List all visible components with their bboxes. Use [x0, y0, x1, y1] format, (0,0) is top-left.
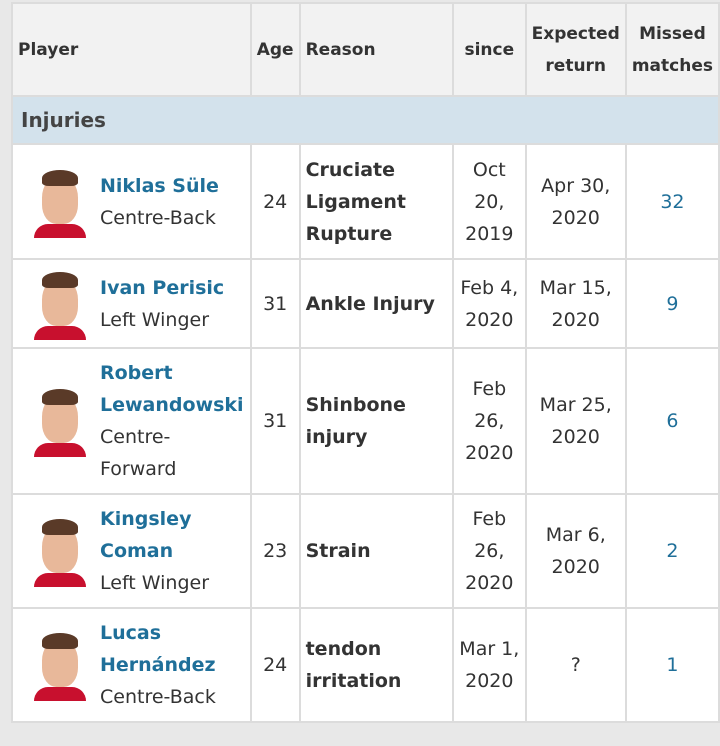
header-missed-matches[interactable]: Missed matches — [624, 2, 720, 97]
expected-return-cell: Mar 15, 2020 — [524, 258, 627, 349]
missed-matches-link[interactable]: 2 — [624, 493, 720, 609]
player-position: Left Winger — [100, 308, 210, 331]
table-row: Ivan Perisic Left Winger 31 Ankle Injury … — [11, 258, 720, 349]
player-photo — [34, 166, 86, 238]
missed-matches-link[interactable]: 6 — [624, 347, 720, 495]
reason-cell: Ankle Injury — [298, 258, 454, 349]
player-name-link[interactable]: Ivan Perisic — [100, 276, 225, 299]
player-position: Centre-Back — [100, 206, 216, 229]
player-photo — [34, 629, 86, 701]
expected-return-cell: ? — [524, 607, 627, 723]
since-cell: Mar 1, 2020 — [451, 607, 527, 723]
player-photo — [34, 515, 86, 587]
player-cell: Kingsley Coman Left Winger — [11, 493, 252, 609]
reason-cell: Strain — [298, 493, 454, 609]
expected-return-cell: Apr 30, 2020 — [524, 143, 627, 260]
header-expected-return[interactable]: Expected return — [524, 2, 627, 97]
player-name-link[interactable]: Robert Lewandowski — [100, 362, 244, 416]
header-age[interactable]: Age — [249, 2, 301, 97]
player-photo — [34, 268, 86, 340]
since-cell: Feb 26, 2020 — [451, 347, 527, 495]
age-cell: 24 — [249, 143, 301, 260]
age-cell: 23 — [249, 493, 301, 609]
table-row: Niklas Süle Centre-Back 24 Cruciate Ligam… — [11, 143, 720, 260]
player-position: Centre-Back — [100, 686, 216, 708]
section-row: Injuries — [11, 95, 720, 145]
player-name-link[interactable]: Lucas Hernández — [100, 622, 216, 676]
reason-cell: Cruciate Ligament Rupture — [298, 143, 454, 260]
expected-return-cell: Mar 6, 2020 — [524, 493, 627, 609]
header-since[interactable]: since — [451, 2, 527, 97]
since-cell: Feb 26, 2020 — [451, 493, 527, 609]
header-row: Player Age Reason since Expected return … — [11, 2, 720, 97]
player-cell: Ivan Perisic Left Winger — [11, 258, 252, 349]
player-position: Centre-Forward — [100, 426, 177, 480]
player-photo — [34, 385, 86, 457]
player-name-link[interactable]: Niklas Süle — [100, 174, 219, 197]
table-row: Lucas Hernández Centre-Back 24 tendon irr… — [11, 607, 720, 723]
table-row: Kingsley Coman Left Winger 23 Strain Feb … — [11, 493, 720, 609]
injuries-table: Player Age Reason since Expected return … — [11, 2, 720, 723]
header-player[interactable]: Player — [11, 2, 252, 97]
reason-cell: tendon irritation — [298, 607, 454, 723]
player-name-link[interactable]: Kingsley Coman — [100, 508, 192, 562]
age-cell: 31 — [249, 258, 301, 349]
since-cell: Feb 4, 2020 — [451, 258, 527, 349]
missed-matches-link[interactable]: 1 — [624, 607, 720, 723]
age-cell: 31 — [249, 347, 301, 495]
expected-return-cell: Mar 25, 2020 — [524, 347, 627, 495]
section-title: Injuries — [11, 95, 720, 145]
missed-matches-link[interactable]: 9 — [624, 258, 720, 349]
player-cell: Lucas Hernández Centre-Back — [11, 607, 252, 723]
age-cell: 24 — [249, 607, 301, 723]
since-cell: Oct 20, 2019 — [451, 143, 527, 260]
player-position: Left Winger — [100, 572, 210, 594]
table-row: Robert Lewandowski Centre-Forward 31 Shin… — [11, 347, 720, 495]
player-cell: Niklas Süle Centre-Back — [11, 143, 252, 260]
reason-cell: Shinbone injury — [298, 347, 454, 495]
player-cell: Robert Lewandowski Centre-Forward — [11, 347, 252, 495]
missed-matches-link[interactable]: 32 — [624, 143, 720, 260]
header-reason[interactable]: Reason — [298, 2, 454, 97]
